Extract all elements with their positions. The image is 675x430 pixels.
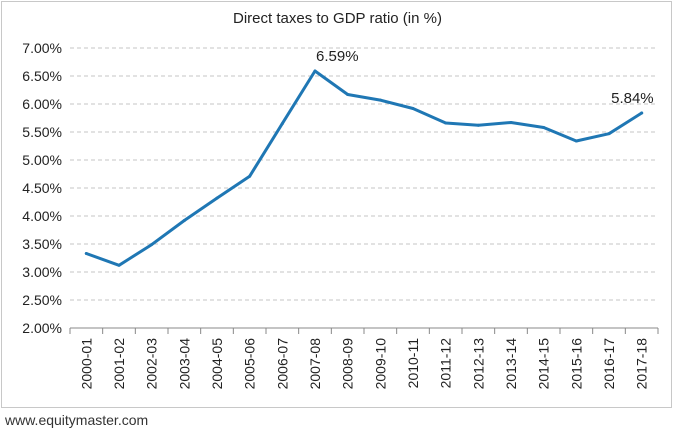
x-tick-label: 2011-12: [438, 338, 454, 389]
y-tick-label: 5.00%: [22, 152, 62, 168]
data-point: [84, 252, 88, 256]
source-watermark: www.equitymaster.com: [5, 412, 149, 428]
data-point: [280, 122, 284, 126]
x-tick-label: 2002-03: [144, 338, 160, 390]
y-tick-label: 5.50%: [22, 124, 62, 140]
data-point: [444, 121, 448, 125]
line-chart: 2.00% 2.50% 3.00% 3.50% 4.00% 4.50% 5.00% 5.50%…: [22, 40, 659, 390]
x-tick-label: 2010-11: [405, 338, 421, 389]
x-tick-label: 2008-09: [340, 338, 356, 390]
data-label: 5.84%: [611, 90, 654, 107]
x-tick-label: 2007-08: [307, 338, 323, 390]
data-label: 6.59%: [316, 48, 359, 65]
data-point: [248, 174, 252, 178]
chart-title: Direct taxes to GDP ratio (in %): [233, 10, 442, 27]
x-tick-label: 2014-15: [536, 338, 552, 390]
x-tick-label: 2005-06: [242, 338, 258, 390]
data-point: [378, 98, 382, 102]
x-tick-label: 2015-16: [568, 338, 584, 390]
data-point: [640, 111, 644, 115]
data-point: [313, 69, 317, 73]
data-point: [411, 106, 415, 110]
x-tick-label: 2006-07: [274, 338, 290, 390]
x-tick-label: 2016-17: [601, 338, 617, 390]
x-tick-label: 2003-04: [176, 338, 192, 390]
x-tick-label: 2012-13: [470, 338, 486, 390]
data-point: [542, 126, 546, 130]
data-point: [607, 132, 611, 136]
data-point: [346, 92, 350, 96]
data-point: [215, 196, 219, 200]
data-point: [509, 120, 513, 124]
data-point: [476, 123, 480, 127]
x-tick-label: 2009-10: [372, 338, 388, 390]
data-point: [117, 263, 121, 267]
data-point: [150, 243, 154, 247]
y-tick-label: 2.00%: [22, 320, 62, 336]
y-tick-label: 2.50%: [22, 292, 62, 308]
chart-frame: [1, 1, 672, 408]
y-tick-label: 4.00%: [22, 208, 62, 224]
y-tick-label: 3.50%: [22, 236, 62, 252]
data-point: [574, 139, 578, 143]
x-tick-label: 2000-01: [78, 338, 94, 390]
data-point: [182, 218, 186, 222]
x-tick-label: 2017-18: [634, 338, 650, 390]
series-line: [84, 69, 644, 267]
y-tick-label: 7.00%: [22, 40, 62, 56]
y-tick-label: 3.00%: [22, 264, 62, 280]
y-tick-label: 4.50%: [22, 180, 62, 196]
y-tick-label: 6.50%: [22, 68, 62, 84]
x-tick-label: 2013-14: [503, 338, 519, 390]
x-tick-label: 2001-02: [111, 338, 127, 390]
x-tick-label: 2004-05: [209, 338, 225, 390]
y-tick-label: 6.00%: [22, 96, 62, 112]
